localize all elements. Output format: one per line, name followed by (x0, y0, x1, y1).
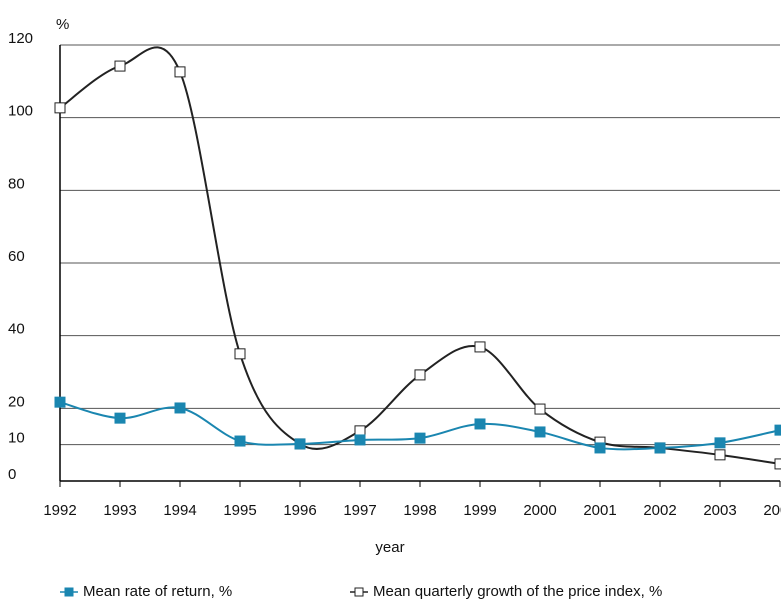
x-tick-label: 2002 (643, 502, 676, 519)
marker (64, 587, 74, 597)
x-tick-label: 2003 (703, 502, 736, 519)
x-tick-label: 1994 (163, 502, 196, 519)
legend-label: Mean quarterly growth of the price index… (373, 583, 662, 600)
y-tick-label: 120 (8, 30, 33, 47)
marker (354, 434, 366, 446)
x-tick-label: 2000 (523, 502, 556, 519)
marker (474, 418, 486, 430)
marker (714, 449, 726, 461)
marker (174, 66, 186, 78)
marker (474, 341, 486, 353)
y-tick-label: 20 (8, 393, 25, 410)
marker (234, 435, 246, 447)
x-tick-label: 2004 (763, 502, 781, 519)
y-tick-label: 40 (8, 321, 25, 338)
marker (534, 403, 546, 415)
y-tick-label: 100 (8, 103, 33, 120)
marker (654, 442, 666, 454)
marker (114, 412, 126, 424)
x-tick-label: 1993 (103, 502, 136, 519)
marker (774, 458, 781, 470)
marker (714, 437, 726, 449)
marker (174, 402, 186, 414)
x-tick-label: 1995 (223, 502, 256, 519)
y-tick-label: 0 (8, 466, 16, 483)
y-tick-label: 80 (8, 175, 25, 192)
x-tick-label: 1992 (43, 502, 76, 519)
legend-label: Mean rate of return, % (83, 583, 232, 600)
y-tick-label: 60 (8, 248, 25, 265)
marker (774, 424, 781, 436)
marker (54, 396, 66, 408)
marker (114, 60, 126, 72)
marker (354, 587, 364, 597)
x-tick-label: 1998 (403, 502, 436, 519)
x-tick-label: 1997 (343, 502, 376, 519)
y-tick-label: 10 (8, 430, 25, 447)
marker (294, 438, 306, 450)
marker (594, 442, 606, 454)
marker (234, 348, 246, 360)
marker (534, 426, 546, 438)
x-tick-label: 1999 (463, 502, 496, 519)
x-axis-label: year (375, 539, 404, 556)
x-tick-label: 2001 (583, 502, 616, 519)
x-tick-label: 1996 (283, 502, 316, 519)
marker (54, 102, 66, 114)
marker (354, 425, 366, 437)
series-line (59, 46, 781, 465)
marker (414, 432, 426, 444)
marker (414, 369, 426, 381)
y-axis-label: % (56, 16, 69, 33)
